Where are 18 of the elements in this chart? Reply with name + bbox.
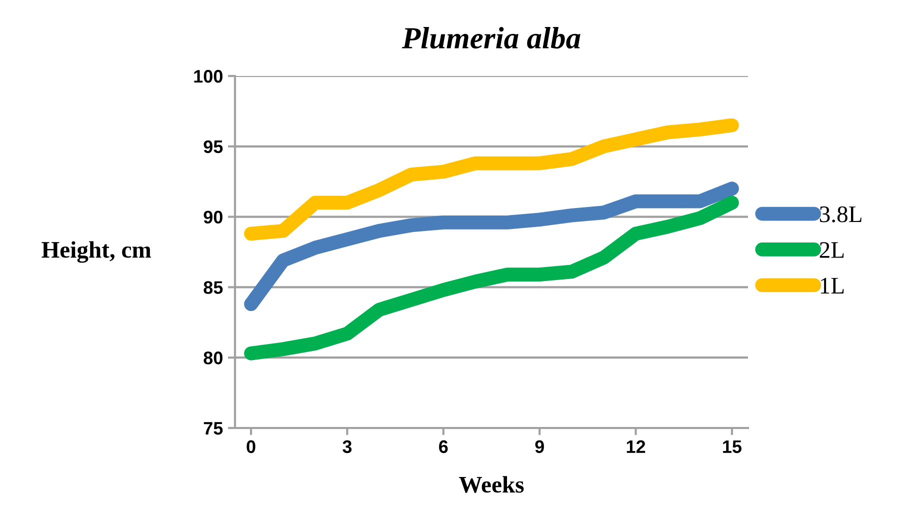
- chart-title: Plumeria alba: [402, 27, 580, 49]
- legend-label: 3.8L: [820, 206, 862, 222]
- y-axis-title: Height, cm: [42, 241, 152, 263]
- x-tick-label: 15: [723, 440, 742, 454]
- y-tick-label: 90: [204, 210, 222, 224]
- x-tick-label: 9: [535, 440, 544, 454]
- legend-label: 2L: [820, 242, 844, 258]
- y-tick-label: 100: [194, 70, 222, 83]
- x-tick-label: 6: [439, 440, 448, 454]
- x-axis-title: Weeks: [459, 476, 524, 493]
- y-tick-label: 95: [204, 140, 223, 154]
- y-tick-label: 80: [204, 352, 222, 364]
- legend-label: 1L: [820, 278, 844, 294]
- x-tick-label: 0: [246, 440, 256, 454]
- x-tick-label: 3: [342, 440, 352, 454]
- y-tick-label: 75: [204, 422, 223, 435]
- x-tick-label: 12: [626, 440, 646, 453]
- y-tick-label: 85: [204, 281, 223, 294]
